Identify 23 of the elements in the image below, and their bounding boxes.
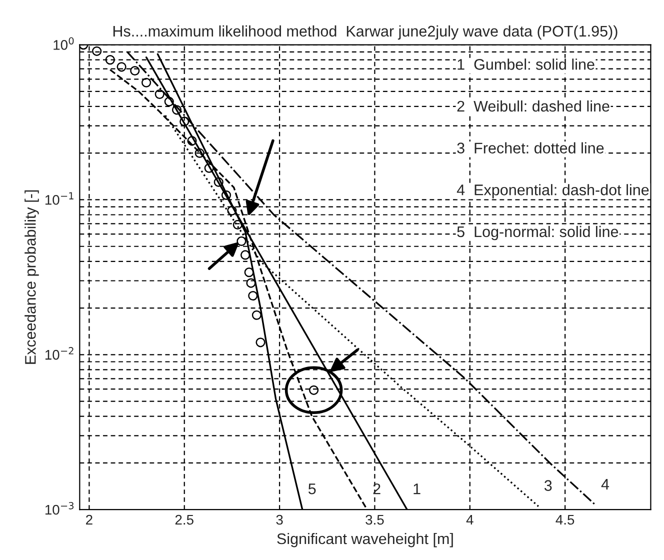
series-label: 1 bbox=[414, 484, 420, 494]
annotation: 4 Exponential: dash-dot line bbox=[456, 184, 649, 198]
x-tick-label: 4.5 bbox=[556, 514, 574, 525]
series-label: 2 bbox=[373, 483, 380, 494]
annotation: 5 Log-normal: solid line bbox=[457, 226, 618, 240]
chart-title: Hs....maximum likelihood method Karwar june2july wave data (POT(1.95)) bbox=[113, 25, 618, 40]
annotation: 1 Gumbel: solid line bbox=[458, 58, 594, 70]
x-tick-label: 2.5 bbox=[175, 514, 194, 525]
x-tick-label: 3.5 bbox=[366, 514, 384, 525]
x-tick-label: 4 bbox=[466, 514, 474, 525]
series-label: 5 bbox=[308, 484, 316, 494]
y-tick-label: 10$^{−3}$ bbox=[45, 502, 74, 515]
y-tick-label: 10$^{−2}$ bbox=[45, 347, 74, 360]
series-label: 4 bbox=[601, 479, 610, 490]
y-tick-label: 10$^{0}$ bbox=[54, 37, 74, 50]
y-tick-label: 10$^{−1}$ bbox=[45, 192, 74, 205]
y-axis-title: Exceedance probability [-] bbox=[24, 190, 39, 364]
annotation: 3 Frechet: dotted line bbox=[457, 142, 604, 154]
series-label: 3 bbox=[544, 480, 552, 491]
x-tick-label: 2 bbox=[86, 514, 92, 525]
annotation: 2 Weibull: dashed line bbox=[457, 100, 610, 112]
x-axis-title: Significant waveheight [m] bbox=[277, 532, 453, 548]
x-tick-label: 3 bbox=[276, 514, 283, 525]
